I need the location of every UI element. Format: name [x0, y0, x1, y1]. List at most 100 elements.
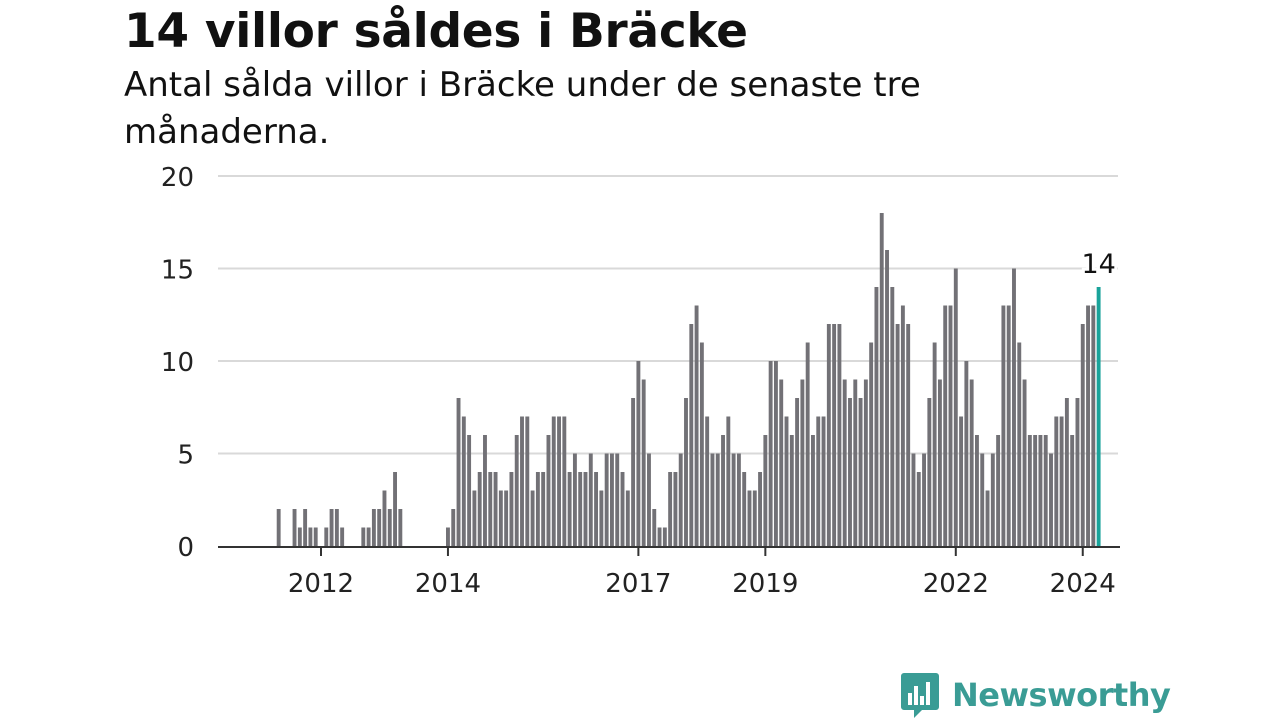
bar — [625, 490, 630, 546]
bar — [324, 527, 329, 546]
bar — [906, 324, 911, 546]
bar — [620, 472, 625, 546]
bar — [837, 324, 842, 546]
bar — [546, 435, 551, 546]
bar — [472, 490, 477, 546]
chart-subtitle: Antal sålda villor i Bräcke under de sen… — [124, 65, 921, 152]
bar — [736, 453, 741, 546]
bar — [371, 509, 376, 546]
bar — [1054, 416, 1059, 546]
x-tick-label: 2022 — [923, 569, 989, 599]
x-tick-label: 2012 — [288, 569, 354, 599]
highlight-label: 14 — [1081, 249, 1115, 280]
bar — [1059, 416, 1064, 546]
bar — [498, 490, 503, 546]
chart-title: 14 villor såldes i Bräcke — [124, 4, 748, 59]
bar — [890, 287, 895, 546]
bar — [477, 472, 482, 546]
bar — [863, 379, 868, 546]
bar — [922, 453, 926, 546]
bar — [588, 453, 593, 546]
bar — [1017, 342, 1022, 546]
bar — [721, 435, 725, 546]
newsworthy-icon — [901, 673, 939, 718]
bar — [985, 490, 990, 546]
bar — [678, 453, 683, 546]
bar — [853, 379, 858, 546]
bar — [937, 379, 942, 546]
bar — [742, 472, 747, 546]
bar — [594, 472, 599, 546]
bar — [900, 305, 905, 546]
bar — [446, 527, 450, 546]
bar — [583, 472, 588, 546]
bar — [943, 305, 948, 546]
bar — [1064, 398, 1069, 546]
bar — [895, 324, 900, 546]
bar — [1038, 435, 1043, 546]
bar — [1091, 305, 1096, 546]
bar — [329, 509, 334, 546]
bar — [377, 509, 382, 546]
bar — [609, 453, 614, 546]
x-tick-label: 2017 — [605, 569, 671, 599]
bar — [1027, 435, 1032, 546]
bar — [969, 379, 974, 546]
bar — [551, 416, 556, 546]
bar — [599, 490, 604, 546]
bar — [557, 416, 561, 546]
bar — [493, 472, 498, 546]
bar — [800, 379, 805, 546]
bar — [662, 527, 667, 546]
bar — [297, 527, 302, 546]
bar — [1075, 398, 1080, 546]
bar — [572, 453, 577, 546]
bar — [694, 305, 699, 546]
bar — [398, 509, 403, 546]
bar — [858, 398, 863, 546]
bar — [456, 398, 461, 546]
bar — [514, 435, 519, 546]
bar — [699, 342, 704, 546]
bar — [832, 324, 837, 546]
bar — [953, 268, 958, 546]
x-tick-label: 2024 — [1050, 569, 1116, 599]
bar — [303, 509, 308, 546]
bar — [811, 435, 815, 546]
bar — [1070, 435, 1075, 546]
bar — [1006, 305, 1011, 546]
bar — [990, 453, 995, 546]
bar — [647, 453, 651, 546]
bar — [334, 509, 339, 546]
bar — [467, 435, 472, 546]
bar — [1033, 435, 1038, 546]
bar — [1086, 305, 1090, 546]
bar — [715, 453, 720, 546]
bar — [948, 305, 953, 546]
bar — [916, 472, 921, 546]
bar — [520, 416, 524, 546]
bar — [631, 398, 636, 546]
y-tick-label: 10 — [161, 348, 194, 378]
bar — [387, 509, 392, 546]
bar — [848, 398, 852, 546]
bar — [932, 342, 937, 546]
bar — [567, 472, 572, 546]
x-tick-label: 2019 — [732, 569, 798, 599]
bar — [758, 472, 763, 546]
bar — [562, 416, 567, 546]
bar — [980, 453, 985, 546]
bar — [393, 472, 397, 546]
bar — [636, 361, 641, 546]
bar — [1043, 435, 1048, 546]
bars — [276, 213, 1101, 546]
bar — [705, 416, 710, 546]
bar — [641, 379, 646, 546]
bar — [996, 435, 1001, 546]
bar — [805, 342, 810, 546]
bar — [504, 490, 509, 546]
bar — [731, 453, 736, 546]
bar — [959, 416, 964, 546]
x-axis: 2012 2014 2017 2019 2022 2024 — [218, 546, 1120, 599]
bar — [509, 472, 514, 546]
